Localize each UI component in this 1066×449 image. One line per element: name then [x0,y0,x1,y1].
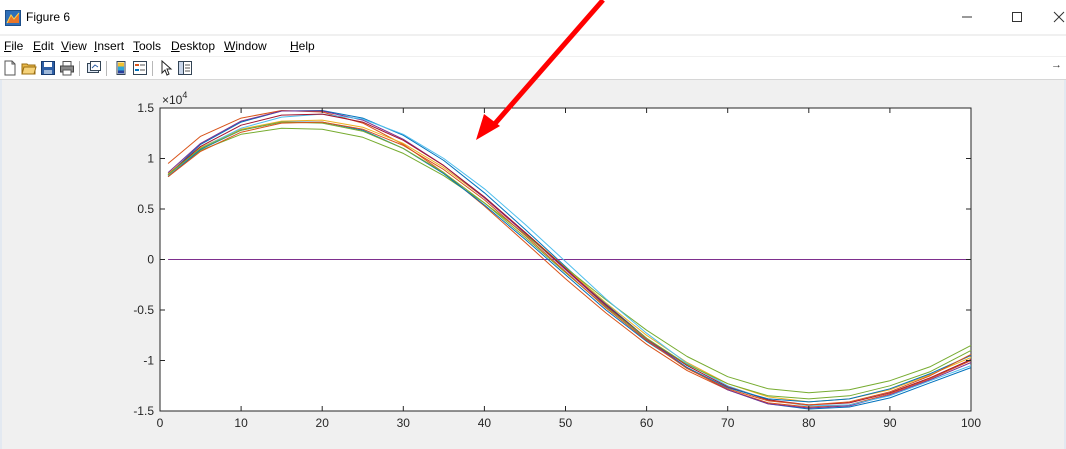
y-tick-label: 1.5 [137,101,154,115]
insert-colorbar-icon[interactable] [113,60,129,76]
toolbar-separator [152,61,153,76]
matlab-figure-icon [5,10,21,26]
series-layer [167,110,972,410]
series-line-4[interactable] [167,110,972,409]
x-tick-label: 30 [397,416,411,430]
maximize-icon [1012,12,1022,22]
menu-insert[interactable]: Insert [94,39,125,53]
y-tick-label: 0.5 [137,202,154,216]
background-strip [1064,80,1066,449]
window-title: Figure 6 [26,10,71,24]
x-tick-label: 70 [721,416,735,430]
x-tick-label: 0 [157,416,164,430]
menu-view[interactable]: View [61,39,87,53]
figure-toolbar: → [0,57,1066,80]
x-tick-label: 80 [802,416,816,430]
x-tick-label: 20 [316,416,330,430]
menu-window[interactable]: Window [224,39,267,53]
new-figure-icon[interactable] [2,60,18,76]
y-tick-label: -0.5 [133,303,154,317]
menu-edit[interactable]: Edit [33,39,54,53]
y-exponent-label: ×104 [162,90,187,107]
series-line-7[interactable] [167,113,972,406]
y-tick-label: 0 [147,253,154,267]
y-tick-label: -1 [143,354,154,368]
close-button[interactable] [1036,0,1066,34]
insert-legend-icon[interactable] [132,60,148,76]
plot-area[interactable]: 0 10 20 30 40 50 60 70 80 90 100 -1.5 -1 -0.5 0 0.5 1 1.5… [0,80,1066,449]
open-file-icon[interactable] [21,60,37,76]
title-bar[interactable]: Figure 6 [0,0,1066,34]
tick-label-layer: 0 10 20 30 40 50 60 70 80 90 100 -1.5 -1 -0.5 0 0.5 1 1.5 [133,101,981,430]
y-tick-label: 1 [147,152,154,166]
series-line-5[interactable] [167,127,972,394]
menu-file[interactable]: File [4,39,24,53]
menu-tools[interactable]: Tools [133,39,162,53]
toolbar-overflow-icon[interactable]: → [1051,59,1062,71]
close-icon [1053,11,1065,23]
print-icon[interactable] [59,60,75,76]
menu-desktop[interactable]: Desktop [171,39,216,53]
y-tick-label: -1.5 [133,404,154,418]
figure-canvas: 0 10 20 30 40 50 60 70 80 90 100 -1.5 -1 -0.5 0 0.5 1 1.5… [0,80,1066,449]
link-plot-icon[interactable] [86,60,102,76]
edit-plot-arrow-icon[interactable] [158,60,174,76]
maximize-button[interactable] [994,0,1040,34]
toolbar-separator [79,61,80,76]
minimize-button[interactable] [944,0,990,34]
menu-bar: File Edit View Insert Tools Desktop Wind… [0,36,1066,56]
series-line-10[interactable] [167,121,972,406]
tick-layer [159,107,972,412]
toolbar-separator [106,61,107,76]
x-tick-label: 90 [883,416,897,430]
x-tick-label: 60 [640,416,654,430]
x-tick-label: 10 [234,416,248,430]
series-line-6[interactable] [167,113,972,407]
x-tick-label: 40 [478,416,492,430]
x-tick-label: 50 [559,416,573,430]
save-icon[interactable] [40,60,56,76]
x-tick-label: 100 [961,416,981,430]
menu-help[interactable]: Help [290,39,315,53]
property-inspector-icon[interactable] [177,60,193,76]
minimize-icon [962,16,972,18]
background-strip [0,80,2,449]
